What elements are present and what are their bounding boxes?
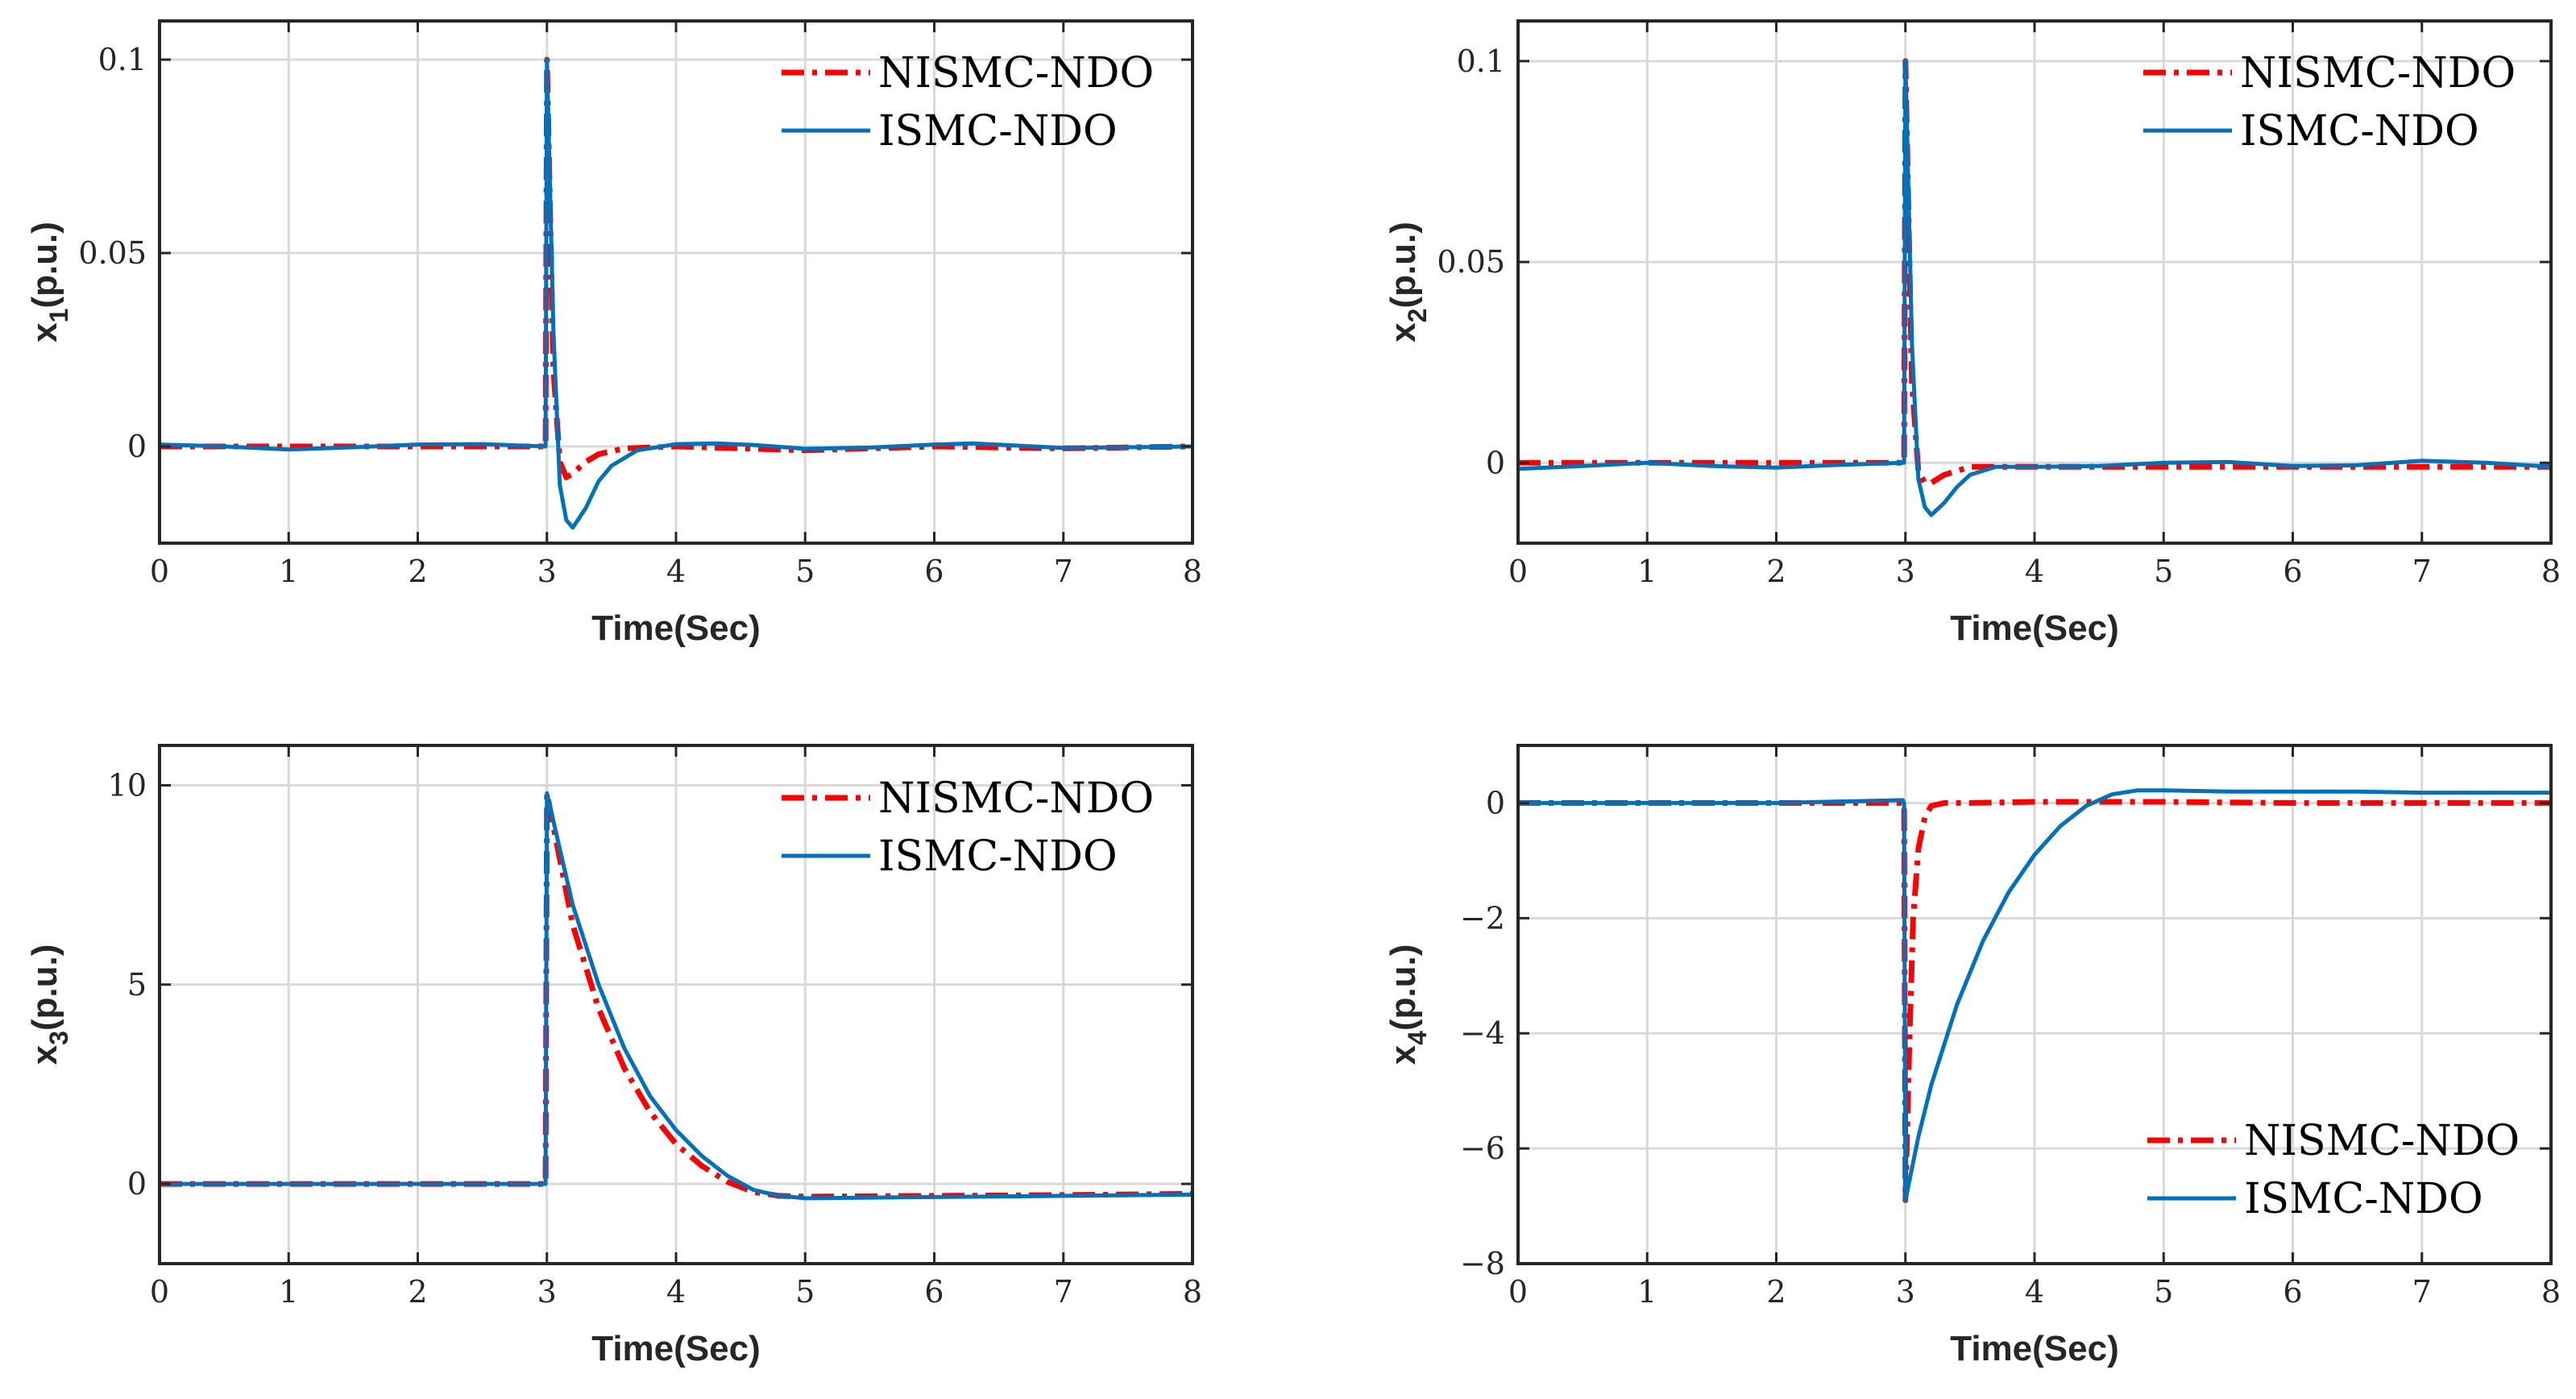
chart-x2-xtick-label-8: 8	[2541, 554, 2561, 589]
chart-x4-xtick-label-1: 1	[1637, 1274, 1657, 1310]
chart-x3-legend-label-ismc: ISMC-NDO	[878, 832, 1118, 881]
chart-x4-ylabel-unit: (p.u.)	[1383, 944, 1423, 1032]
chart-x3: 0 1 2 3 4 5 6 7 80510Time(Sec)x3(p.u.)NISMC-NDOI…	[25, 744, 1202, 1368]
chart-x2-xtick-label-4: 4	[2025, 554, 2044, 589]
chart-x3-xtick-label-8: 8	[1183, 1274, 1202, 1310]
chart-x3-ylabel-sub: 3	[44, 1031, 73, 1045]
chart-x1-legend-label-nismc: NISMC-NDO	[878, 49, 1154, 98]
chart-x2-series-nismc	[1518, 58, 2551, 486]
chart-x3-xtick-label-1: 1	[279, 1274, 298, 1310]
chart-x4-ylabel: x4(p.u.)	[1383, 944, 1432, 1065]
chart-x3-xtick-label-0: 0	[150, 1274, 169, 1310]
chart-x2-legend: NISMC-NDO ISMC-NDO	[2143, 49, 2516, 156]
chart-x2-ytick-label-0: 0	[1486, 445, 1505, 480]
chart-x4-ytick-label-2: −4	[1460, 1015, 1505, 1051]
chart-x1-ytick-label-2: 0.1	[98, 42, 147, 77]
chart-x2-xtick-label-5: 5	[2154, 554, 2173, 589]
chart-x4-legend-label-ismc: ISMC-NDO	[2244, 1175, 2483, 1223]
chart-x2-xtick-label-0: 0	[1508, 554, 1528, 589]
chart-x1-xtick-label-0: 0	[150, 554, 169, 589]
chart-x4-xtick-label-8: 8	[2541, 1274, 2561, 1310]
chart-x2-legend-label-nismc: NISMC-NDO	[2240, 49, 2516, 98]
chart-x1-xtick-label-6: 6	[924, 554, 944, 589]
chart-x1-xtick-label-8: 8	[1183, 554, 1202, 589]
chart-x1-xtick-label-1: 1	[279, 554, 298, 589]
chart-x1-xtick-label-7: 7	[1054, 554, 1073, 589]
chart-x2-ylabel-unit: (p.u.)	[1383, 222, 1423, 309]
chart-x3-xtick-label-2: 2	[408, 1274, 427, 1310]
chart-x4-xtick-label-6: 6	[2283, 1274, 2302, 1310]
chart-x3-xtick-label-5: 5	[795, 1274, 815, 1310]
chart-x4-xtick-label-7: 7	[2412, 1274, 2432, 1310]
chart-x4: 0 1 2 3 4 5 6 7 8−8−6−4−20Time(Sec)x4(p.u.)NISMC…	[1383, 744, 2561, 1368]
chart-x4-ytick-label-4: 0	[1486, 785, 1505, 820]
chart-x3-xtick-label-6: 6	[924, 1274, 944, 1310]
chart-x2-xtick-label-2: 2	[1766, 554, 1786, 589]
chart-x2-ylabel: x2(p.u.)	[1383, 222, 1432, 342]
chart-x2-xtick-label-3: 3	[1896, 554, 1915, 589]
chart-x4-xlabel: Time(Sec)	[1950, 1329, 2119, 1368]
chart-x2-xlabel: Time(Sec)	[1950, 608, 2119, 648]
chart-x4-ytick-label-3: −2	[1460, 900, 1505, 936]
chart-x4-xtick-label-4: 4	[2025, 1274, 2044, 1310]
chart-x1-ytick-label-1: 0.05	[78, 235, 147, 271]
chart-x3-xtick-label-3: 3	[537, 1274, 557, 1310]
chart-x2: 0 1 2 3 4 5 6 7 800.050.1Time(Sec)x2(p.u.)NISMC-…	[1383, 19, 2561, 648]
chart-x4-ylabel-sub: 4	[1403, 1031, 1432, 1045]
chart-x2-ylabel-main: x	[1383, 322, 1423, 342]
chart-x3-xtick-label-7: 7	[1054, 1274, 1073, 1310]
chart-x1-xtick-label-4: 4	[666, 554, 686, 589]
chart-x3-xlabel: Time(Sec)	[591, 1329, 761, 1368]
chart-x1-xtick-label-3: 3	[537, 554, 557, 589]
chart-x4-xtick-label-5: 5	[2154, 1274, 2173, 1310]
chart-x4-ytick-label-1: −6	[1460, 1131, 1505, 1166]
chart-x3-legend-label-nismc: NISMC-NDO	[878, 774, 1154, 823]
chart-x4-series-nismc	[1518, 799, 2551, 1203]
chart-x1-legend-label-ismc: ISMC-NDO	[878, 107, 1118, 156]
chart-x1-ylabel-sub: 1	[44, 309, 73, 323]
chart-x4-legend: NISMC-NDO ISMC-NDO	[2147, 1117, 2520, 1223]
chart-x1: 0 1 2 3 4 5 6 7 800.050.1Time(Sec)x1(p.u.)NISMC-…	[25, 19, 1202, 648]
chart-x2-ylabel-sub: 2	[1403, 309, 1432, 323]
chart-x1-xtick-label-5: 5	[795, 554, 815, 589]
chart-x3-xtick-label-4: 4	[666, 1274, 686, 1310]
chart-x3-ytick-label-1: 5	[127, 967, 147, 1003]
chart-x2-series-ismc	[1518, 59, 2551, 517]
chart-x4-xtick-label-0: 0	[1508, 1274, 1528, 1310]
chart-x3-ylabel-main: x	[25, 1044, 64, 1065]
chart-x3-ylabel: x3(p.u.)	[25, 944, 73, 1065]
chart-x1-ylabel-main: x	[25, 322, 64, 342]
chart-x2-xtick-label-1: 1	[1637, 554, 1657, 589]
chart-x3-ylabel-unit: (p.u.)	[25, 944, 64, 1032]
chart-x2-ytick-label-1: 0.05	[1437, 244, 1505, 280]
chart-x1-legend: NISMC-NDO ISMC-NDO	[782, 49, 1154, 156]
chart-x4-xtick-label-3: 3	[1896, 1274, 1915, 1310]
chart-x4-ylabel-main: x	[1383, 1044, 1423, 1065]
chart-x1-xlabel: Time(Sec)	[591, 608, 761, 648]
chart-x1-series-ismc	[160, 57, 1193, 530]
chart-x4-ytick-label-0: −8	[1460, 1246, 1505, 1281]
chart-x2-legend-label-ismc: ISMC-NDO	[2240, 107, 2479, 156]
chart-x4-legend-label-nismc: NISMC-NDO	[2244, 1117, 2520, 1165]
chart-x2-xtick-label-7: 7	[2412, 554, 2432, 589]
chart-x2-xtick-label-6: 6	[2283, 554, 2302, 589]
chart-x4-series-ismc	[1518, 788, 2551, 1202]
chart-x3-ytick-label-2: 10	[108, 767, 147, 803]
chart-x2-ytick-label-2: 0.1	[1457, 44, 1505, 79]
chart-x4-xtick-label-2: 2	[1766, 1274, 1786, 1310]
chart-x3-series-ismc	[160, 791, 1193, 1201]
chart-x3-legend: NISMC-NDO ISMC-NDO	[782, 774, 1154, 881]
chart-x1-ytick-label-0: 0	[127, 429, 147, 464]
chart-x1-xtick-label-2: 2	[408, 554, 427, 589]
chart-x1-ylabel: x1(p.u.)	[25, 222, 73, 342]
chart-x3-ytick-label-0: 0	[127, 1166, 147, 1202]
chart-x1-ylabel-unit: (p.u.)	[25, 222, 64, 309]
